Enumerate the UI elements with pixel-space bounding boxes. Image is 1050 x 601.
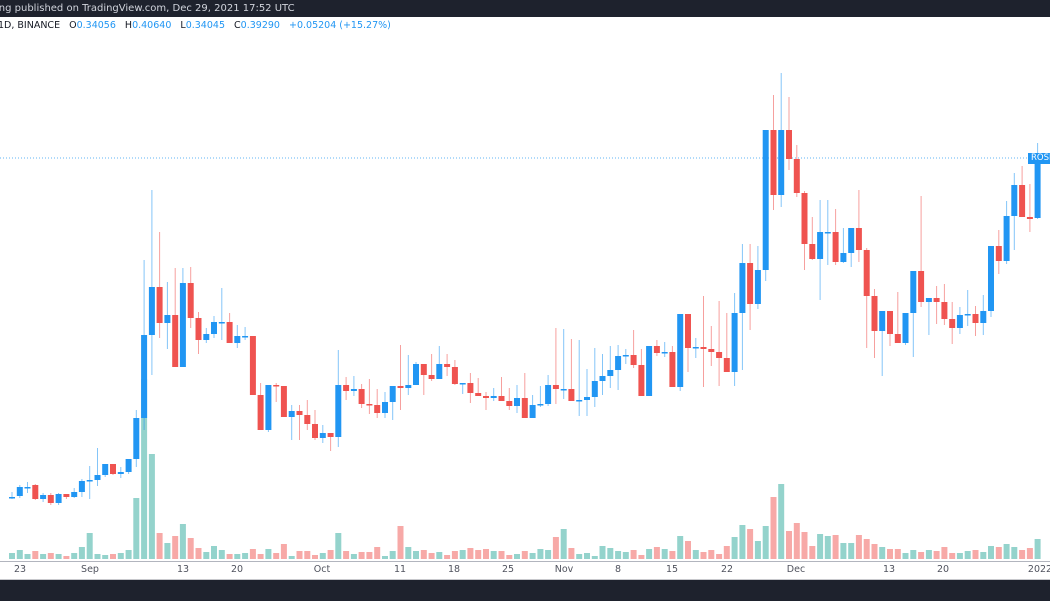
last-price-tag: ROSEUSDT bbox=[1028, 153, 1050, 164]
time-tick: 11 bbox=[393, 564, 407, 575]
low-value: 0.34045 bbox=[185, 20, 225, 31]
time-tick: 2022 bbox=[1027, 564, 1050, 575]
time-tick: 23 bbox=[13, 564, 27, 575]
ohlc-legend: 1D, BINANCE O0.34056 H0.40640 L0.34045 C… bbox=[0, 20, 391, 31]
interval-exchange: 1D, BINANCE bbox=[0, 20, 61, 31]
time-tick: Dec bbox=[786, 564, 806, 575]
high-label: H bbox=[124, 20, 133, 31]
publish-header-bar: ing published on TradingView.com, Dec 29… bbox=[0, 0, 1050, 17]
time-axis[interactable]: 23 Sep 13 20 Oct 11 18 25 Nov 8 15 22 Dec 13 20 2022 bbox=[0, 561, 1050, 580]
time-tick: 15 bbox=[665, 564, 679, 575]
time-tick: 20 bbox=[230, 564, 244, 575]
time-tick: Oct bbox=[313, 564, 331, 575]
open-label: O bbox=[69, 20, 77, 31]
time-tick: Sep bbox=[81, 564, 99, 575]
time-tick: 25 bbox=[501, 564, 515, 575]
open-value: 0.34056 bbox=[76, 20, 116, 31]
time-tick: 18 bbox=[447, 564, 461, 575]
change-value: +0.05204 (+15.27%) bbox=[289, 20, 391, 31]
time-tick: 22 bbox=[720, 564, 734, 575]
time-tick: 20 bbox=[936, 564, 950, 575]
high-value: 0.40640 bbox=[132, 20, 172, 31]
candles bbox=[9, 73, 1041, 505]
publish-text: ing published on TradingView.com, Dec 29… bbox=[0, 3, 295, 14]
footer-bar bbox=[0, 579, 1050, 601]
close-label: C bbox=[234, 20, 241, 31]
time-tick: 13 bbox=[882, 564, 896, 575]
time-tick: Nov bbox=[554, 564, 574, 575]
time-tick: 8 bbox=[614, 564, 622, 575]
time-tick: 13 bbox=[176, 564, 190, 575]
close-value: 0.39290 bbox=[240, 20, 280, 31]
candlestick-chart[interactable] bbox=[0, 17, 1050, 562]
low-label: L bbox=[180, 20, 186, 31]
volume-bars bbox=[9, 379, 1041, 559]
